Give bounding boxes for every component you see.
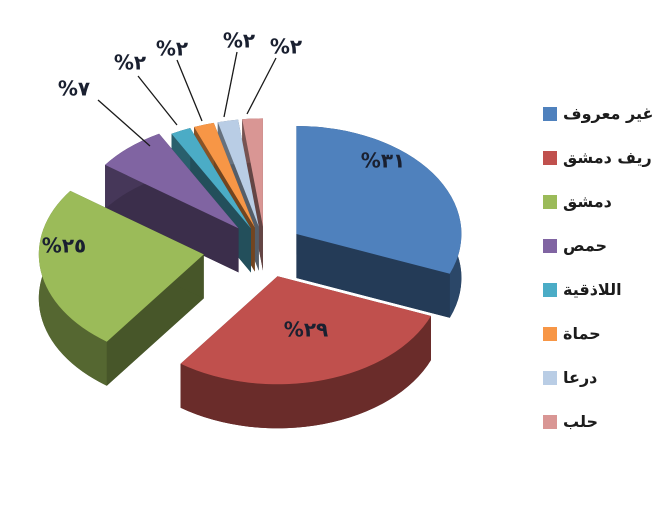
legend-item[interactable]: دمشق <box>543 193 612 211</box>
data-label: %٢٥ <box>42 234 86 258</box>
legend-swatch <box>543 195 557 209</box>
legend-swatch <box>543 283 557 297</box>
data-label: %٧ <box>58 77 90 101</box>
pie-slice[interactable] <box>38 190 204 386</box>
legend-item[interactable]: غير معروف <box>543 105 653 123</box>
legend-item[interactable]: درعا <box>543 369 597 387</box>
legend-label: ريف دمشق <box>563 148 652 167</box>
pie-slice[interactable] <box>296 125 462 318</box>
chart-legend: غير معروف ريف دمشق دمشق حمص اللاذقية حماة درعا… <box>543 105 658 445</box>
legend-item[interactable]: حلب <box>543 413 598 431</box>
legend-swatch <box>543 327 557 341</box>
pie-slice[interactable] <box>105 133 239 273</box>
data-label: %٢ <box>114 51 146 75</box>
pie-slice[interactable] <box>180 276 431 429</box>
legend-item[interactable]: ريف دمشق <box>543 149 652 167</box>
legend-label: اللاذقية <box>563 280 622 299</box>
legend-swatch <box>543 151 557 165</box>
legend-swatch <box>543 371 557 385</box>
label-leader-line <box>246 57 277 115</box>
legend-label: حلب <box>563 412 598 431</box>
legend-item[interactable]: حمص <box>543 237 607 255</box>
legend-label: حمص <box>563 236 608 255</box>
label-leader-line <box>97 99 151 147</box>
label-leader-line <box>176 59 203 122</box>
legend-item[interactable]: حماة <box>543 325 601 343</box>
label-leader-line <box>137 75 178 126</box>
data-label: %٢ <box>156 37 188 61</box>
legend-label: دمشق <box>563 192 612 211</box>
label-leader-line <box>223 51 238 118</box>
legend-swatch <box>543 415 557 429</box>
legend-item[interactable]: اللاذقية <box>543 281 622 299</box>
legend-swatch <box>543 107 557 121</box>
data-label: %٢ <box>270 35 302 59</box>
data-label: %٣١ <box>361 149 405 173</box>
legend-label: حماة <box>563 324 601 343</box>
data-label: %٢٩ <box>284 318 328 342</box>
legend-swatch <box>543 239 557 253</box>
data-label: %٢ <box>223 29 255 53</box>
legend-label: غير معروف <box>563 104 654 123</box>
legend-label: درعا <box>563 368 598 387</box>
